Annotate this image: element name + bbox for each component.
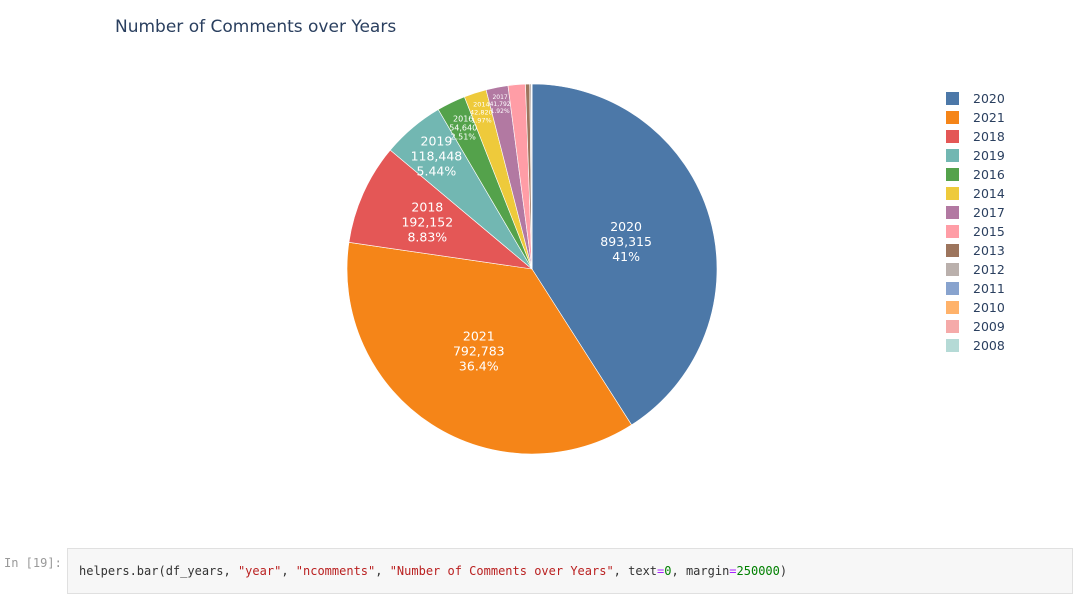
legend-label: 2009	[973, 319, 1005, 334]
legend-label: 2012	[973, 262, 1005, 277]
code-arg-ncomments: "ncomments"	[295, 564, 376, 578]
legend-item-2018[interactable]: 2018	[946, 127, 1005, 146]
legend-swatch	[946, 320, 959, 333]
legend-label: 2013	[973, 243, 1005, 258]
legend-label: 2014	[973, 186, 1005, 201]
code-line: helpers.bar(df_years, "year", "ncomments…	[79, 564, 787, 578]
legend-label: 2015	[973, 224, 1005, 239]
pie-label-2019: 2019 118,448 5.44%	[411, 133, 463, 178]
legend-label: 2011	[973, 281, 1005, 296]
code-sep: ,	[375, 564, 390, 578]
legend-item-2015[interactable]: 2015	[946, 222, 1005, 241]
chart-legend[interactable]: 2020 2021 2018 2019 2016 2014 2017 2015 2013 2012…	[946, 89, 1005, 355]
code-op: =	[729, 564, 737, 578]
legend-item-2014[interactable]: 2014	[946, 184, 1005, 203]
legend-item-2011[interactable]: 2011	[946, 279, 1005, 298]
legend-swatch	[946, 263, 959, 276]
pie-label-2018: 2018 192,152 8.83%	[401, 199, 453, 244]
legend-label: 2018	[973, 129, 1005, 144]
code-sep: )	[779, 564, 788, 578]
legend-item-2019[interactable]: 2019	[946, 146, 1005, 165]
legend-item-2013[interactable]: 2013	[946, 241, 1005, 260]
legend-item-2008[interactable]: 2008	[946, 336, 1005, 355]
legend-item-2010[interactable]: 2010	[946, 298, 1005, 317]
legend-item-2021[interactable]: 2021	[946, 108, 1005, 127]
pie-chart[interactable]: 2020 893,315 41% 2021 792,783 36.4% 2018 192,15…	[0, 0, 1073, 540]
legend-swatch	[946, 206, 959, 219]
legend-swatch	[946, 282, 959, 295]
code-arg-year: "year"	[237, 564, 282, 578]
legend-label: 2010	[973, 300, 1005, 315]
legend-swatch	[946, 301, 959, 314]
code-sep: ,	[281, 564, 296, 578]
legend-label: 2019	[973, 148, 1005, 163]
pie-slice-2021[interactable]	[346, 242, 632, 455]
legend-item-2020[interactable]: 2020	[946, 89, 1005, 108]
pie-label-2014: 2014 42,820 1.97%	[470, 101, 493, 125]
legend-label: 2016	[973, 167, 1005, 182]
legend-item-2012[interactable]: 2012	[946, 260, 1005, 279]
legend-swatch	[946, 168, 959, 181]
legend-item-2016[interactable]: 2016	[946, 165, 1005, 184]
code-sep: , text	[613, 564, 658, 578]
legend-swatch	[946, 92, 959, 105]
legend-swatch	[946, 244, 959, 257]
legend-item-2009[interactable]: 2009	[946, 317, 1005, 336]
legend-item-2017[interactable]: 2017	[946, 203, 1005, 222]
legend-swatch	[946, 149, 959, 162]
pie-label-2020: 2020 893,315 41%	[600, 219, 652, 264]
pie-slice-2018[interactable]	[348, 149, 534, 270]
code-num: 0	[664, 564, 672, 578]
pie-slices	[346, 83, 718, 455]
pie-label-2016: 2016 54,640 2.51%	[449, 114, 477, 141]
legend-label: 2017	[973, 205, 1005, 220]
pie-label-2021: 2021 792,783 36.4%	[453, 329, 505, 374]
code-prefix: helpers.bar(df_years,	[79, 564, 238, 578]
legend-swatch	[946, 130, 959, 143]
pie-labels: 2020 893,315 41% 2021 792,783 36.4% 2018 192,15…	[401, 94, 651, 374]
legend-label: 2020	[973, 91, 1005, 106]
code-op: =	[657, 564, 665, 578]
legend-label: 2008	[973, 338, 1005, 353]
code-sep: , margin	[671, 564, 730, 578]
pie-label-2017: 2017 41,792 1.92%	[490, 94, 511, 115]
legend-swatch	[946, 225, 959, 238]
code-cell[interactable]: helpers.bar(df_years, "year", "ncomments…	[67, 548, 1073, 594]
legend-swatch	[946, 339, 959, 352]
code-arg-title: "Number of Comments over Years"	[389, 564, 614, 578]
chart-title: Number of Comments over Years	[115, 17, 397, 37]
code-num: 250000	[736, 564, 780, 578]
pie-slice-2020[interactable]	[531, 83, 718, 426]
legend-swatch	[946, 111, 959, 124]
legend-swatch	[946, 187, 959, 200]
cell-prompt: In [19]:	[4, 556, 62, 570]
legend-label: 2021	[973, 110, 1005, 125]
